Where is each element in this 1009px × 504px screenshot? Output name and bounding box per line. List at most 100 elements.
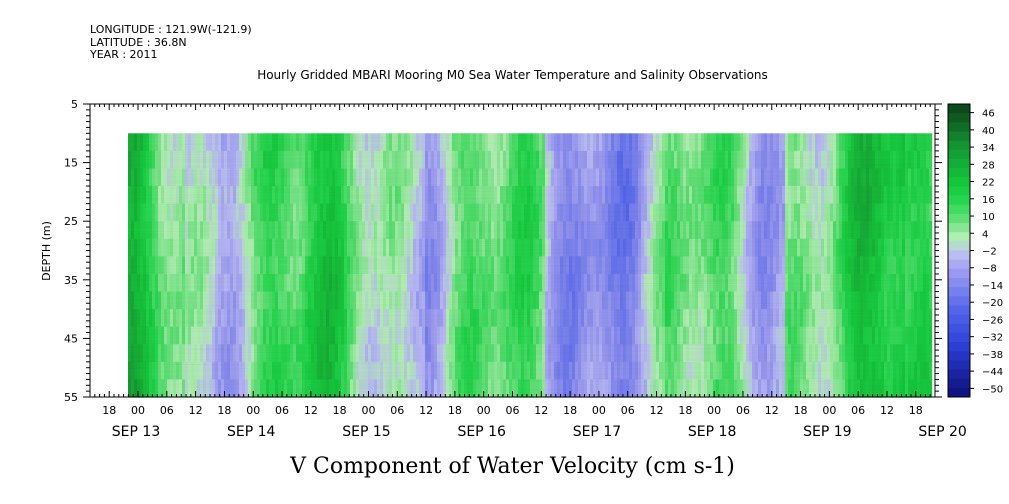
- heatmap-cell: [272, 221, 276, 240]
- heatmap-cell: [905, 238, 909, 257]
- heatmap-cell: [851, 168, 855, 187]
- heatmap-cell: [212, 326, 216, 345]
- heatmap-cell: [428, 379, 432, 398]
- heatmap-cell: [494, 291, 498, 310]
- heatmap-cell: [650, 150, 654, 170]
- heatmap-cell: [359, 221, 363, 240]
- heatmap-cell: [368, 203, 372, 222]
- heatmap-cell: [191, 238, 195, 257]
- heatmap-cell: [722, 256, 726, 275]
- heatmap-cell: [170, 256, 174, 275]
- heatmap-cell: [656, 309, 660, 328]
- heatmap-cell: [428, 309, 432, 328]
- heatmap-cell: [620, 273, 624, 293]
- heatmap-cell: [188, 361, 192, 381]
- heatmap-cell: [215, 133, 219, 152]
- heatmap-cell: [401, 379, 405, 398]
- heatmap-cell: [530, 361, 534, 381]
- heatmap-cell: [200, 326, 204, 345]
- heatmap-cell: [362, 344, 366, 363]
- heatmap-cell: [848, 133, 852, 152]
- heatmap-cell: [308, 256, 312, 275]
- heatmap-cell: [695, 186, 699, 205]
- heatmap-cell: [158, 379, 162, 398]
- heatmap-cell: [764, 168, 768, 187]
- heatmap-cell: [644, 186, 648, 205]
- heatmap-cell: [701, 256, 705, 275]
- heatmap-cell: [353, 256, 357, 275]
- heatmap-cell: [362, 238, 366, 257]
- heatmap-cell: [227, 186, 231, 205]
- heatmap-cell: [671, 379, 675, 398]
- heatmap-cell: [278, 273, 282, 293]
- heatmap-cell: [569, 291, 573, 310]
- heatmap-cell: [398, 203, 402, 222]
- heatmap-cell: [335, 203, 339, 222]
- heatmap-cell: [401, 326, 405, 345]
- heatmap-cell: [830, 150, 834, 170]
- heatmap-cell: [293, 133, 297, 152]
- x-day-label: SEP 19: [803, 424, 851, 440]
- heatmap-cell: [827, 273, 831, 293]
- heatmap-cell: [392, 203, 396, 222]
- heatmap-cell: [206, 238, 210, 257]
- heatmap-cell: [422, 186, 426, 205]
- heatmap-cell: [875, 256, 879, 275]
- heatmap-cell: [647, 133, 651, 152]
- heatmap-cell: [704, 186, 708, 205]
- heatmap-cell: [224, 309, 228, 328]
- heatmap-cell: [584, 344, 588, 363]
- heatmap-cell: [461, 133, 465, 152]
- heatmap-cell: [482, 168, 486, 187]
- heatmap-cell: [485, 291, 489, 310]
- heatmap-cell: [902, 133, 906, 152]
- heatmap-cell: [914, 203, 918, 222]
- heatmap-cell: [791, 133, 795, 152]
- heatmap-cell: [830, 361, 834, 381]
- heatmap-cell: [422, 256, 426, 275]
- heatmap-cell: [704, 238, 708, 257]
- heatmap-cell: [176, 344, 180, 363]
- heatmap-cell: [845, 344, 849, 363]
- heatmap-cell: [635, 273, 639, 293]
- heatmap-cell: [803, 379, 807, 398]
- heatmap-cell: [797, 203, 801, 222]
- heatmap-cell: [635, 309, 639, 328]
- heatmap-cell: [551, 344, 555, 363]
- heatmap-cell: [422, 221, 426, 240]
- heatmap-cell: [488, 203, 492, 222]
- heatmap-cell: [140, 273, 144, 293]
- heatmap-cell: [599, 186, 603, 205]
- heatmap-cell: [890, 221, 894, 240]
- heatmap-cell: [824, 273, 828, 293]
- heatmap-cell: [575, 221, 579, 240]
- heatmap-cell: [281, 221, 285, 240]
- heatmap-cell: [326, 203, 330, 222]
- heatmap-cell: [848, 291, 852, 310]
- heatmap-cell: [530, 309, 534, 328]
- heatmap-cell: [284, 361, 288, 381]
- heatmap-cell: [224, 273, 228, 293]
- heatmap-cell: [809, 344, 813, 363]
- heatmap-cell: [551, 168, 555, 187]
- colorbar-tick-label: −8: [982, 264, 997, 275]
- heatmap-cell: [404, 344, 408, 363]
- heatmap-cell: [137, 273, 141, 293]
- heatmap-cell: [593, 168, 597, 187]
- heatmap-cell: [401, 221, 405, 240]
- heatmap-cell: [419, 221, 423, 240]
- heatmap-cell: [920, 186, 924, 205]
- heatmap-cell: [911, 168, 915, 187]
- heatmap-cell: [884, 291, 888, 310]
- heatmap-cell: [368, 344, 372, 363]
- heatmap-cell: [773, 150, 777, 170]
- heatmap-cell: [917, 221, 921, 240]
- heatmap-cell: [563, 361, 567, 381]
- heatmap-cell: [521, 221, 525, 240]
- x-hour-label: 00: [477, 404, 491, 417]
- heatmap-cell: [581, 379, 585, 398]
- heatmap-cell: [737, 291, 741, 310]
- heatmap-cell: [350, 238, 354, 257]
- heatmap-cell: [398, 238, 402, 257]
- heatmap-cell: [554, 291, 558, 310]
